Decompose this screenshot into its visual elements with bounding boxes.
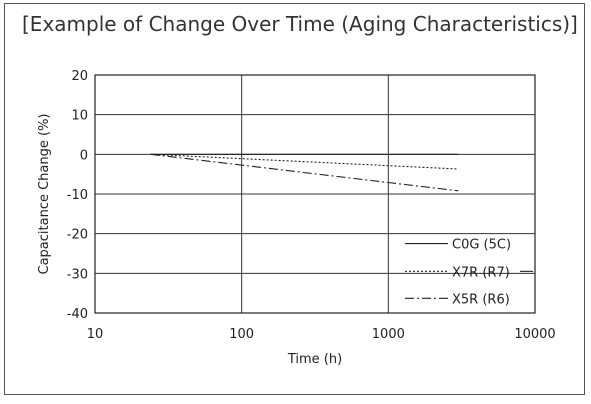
legend: C0G (5C) X7R (R7) X5R (R6) bbox=[405, 238, 533, 307]
y-tick-label: 0 bbox=[80, 148, 88, 163]
x-tick-label: 100 bbox=[229, 327, 254, 342]
y-tick-label: -30 bbox=[67, 267, 88, 282]
y-tick-labels: 20 10 0 -10 -20 -30 -40 bbox=[67, 69, 88, 322]
x-tick-labels: 10 100 1000 10000 bbox=[87, 327, 556, 342]
x-tick-label: 10 bbox=[87, 327, 104, 342]
legend-label: C0G (5C) bbox=[452, 238, 511, 253]
series-line-dotted bbox=[150, 153, 459, 170]
legend-label: X7R (R7) bbox=[452, 265, 510, 280]
series-lines bbox=[150, 153, 459, 192]
x-tick-label: 1000 bbox=[372, 327, 405, 342]
y-tick-label: -40 bbox=[67, 307, 88, 322]
plot-area bbox=[94, 74, 536, 314]
series-line-dashdot bbox=[150, 153, 459, 192]
y-tick-label: -10 bbox=[67, 188, 88, 203]
x-axis-label: Time (h) bbox=[287, 352, 342, 367]
chart-frame bbox=[4, 3, 585, 395]
x-tick-label: 10000 bbox=[514, 327, 555, 342]
y-tick-label: -20 bbox=[67, 228, 88, 243]
y-axis-label: Capacitance Change (%) bbox=[37, 113, 52, 274]
y-tick-label: 10 bbox=[71, 109, 88, 124]
y-tick-label: 20 bbox=[71, 69, 88, 84]
chart-title: [Example of Change Over Time (Aging Char… bbox=[22, 12, 578, 36]
legend-label: X5R (R6) bbox=[452, 292, 510, 307]
